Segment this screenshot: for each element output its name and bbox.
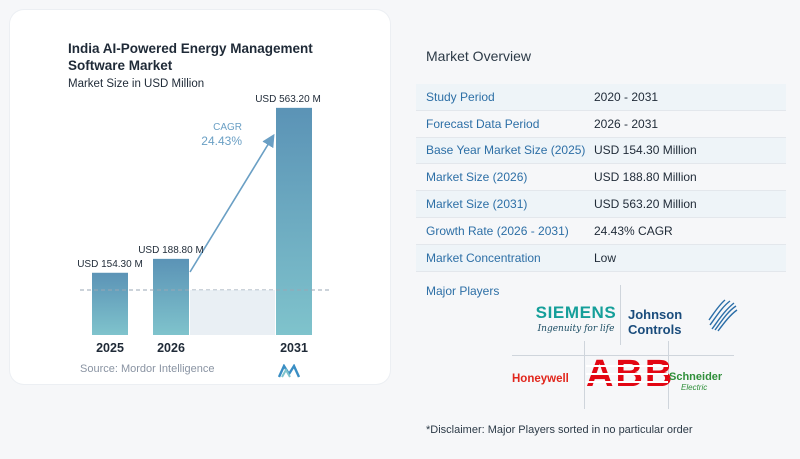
row-label: Study Period <box>426 89 495 104</box>
honeywell-logo: Honeywell <box>512 373 569 385</box>
overview-title: Market Overview <box>426 48 532 64</box>
johnson-controls-wordmark: Johnson Controls <box>628 307 682 337</box>
table-row: Base Year Market Size (2025) USD 154.30 … <box>416 137 786 165</box>
row-value: USD 188.80 Million <box>594 170 697 185</box>
x-tick-2031: 2031 <box>280 341 308 355</box>
source-note: Source: Mordor Intelligence <box>80 363 215 375</box>
table-row: Market Size (2026) USD 188.80 Million <box>416 164 786 192</box>
abb-logo: ABB <box>586 351 672 397</box>
bar-2031 <box>276 107 312 335</box>
row-label: Forecast Data Period <box>426 116 540 131</box>
row-value: USD 563.20 Million <box>594 197 697 212</box>
chart-title: India AI-Powered Energy Management Softw… <box>68 41 313 73</box>
market-overview-panel: Market Overview Study Period 2020 - 2031… <box>416 0 786 459</box>
johnson-swirl-icon <box>708 299 738 332</box>
row-value: 24.43% CAGR <box>594 223 673 238</box>
data-label-2025: USD 154.30 M <box>77 259 143 270</box>
johnson-controls-logo: Johnson Controls <box>624 297 738 337</box>
siemens-wordmark: SIEMENS <box>535 303 617 322</box>
schneider-electric-logo: Schneider Electric <box>669 371 741 392</box>
major-players-title: Major Players <box>426 284 500 298</box>
bar-2026 <box>153 258 189 335</box>
logo-divider <box>512 355 734 356</box>
schneider-wordmark: Schneider <box>669 371 723 383</box>
table-row: Study Period 2020 - 2031 <box>416 84 786 111</box>
logo-divider <box>668 341 669 409</box>
johnson-line2: Controls <box>628 322 682 337</box>
chart-subtitle: Market Size in USD Million <box>68 78 205 90</box>
table-row: Forecast Data Period 2026 - 2031 <box>416 111 786 138</box>
row-label: Market Concentration <box>426 250 541 265</box>
cagr-arrow <box>189 133 275 273</box>
johnson-line1: Johnson <box>628 307 683 322</box>
cagr-label: CAGR <box>213 122 242 133</box>
x-tick-2025: 2025 <box>96 341 124 355</box>
abb-stripes-icon <box>586 365 668 383</box>
row-value: Low <box>594 250 617 265</box>
row-label: Base Year Market Size (2025) <box>426 143 586 158</box>
row-label: Market Size (2031) <box>426 197 528 212</box>
row-label: Market Size (2026) <box>426 170 528 185</box>
row-value: 2026 - 2031 <box>594 116 659 131</box>
table-row: Market Concentration Low <box>416 244 786 272</box>
disclaimer-note: *Disclaimer: Major Players sorted in no … <box>426 424 693 436</box>
logo-divider <box>620 285 621 345</box>
logo-divider <box>584 341 585 409</box>
cagr-value: 24.43% <box>201 134 242 148</box>
row-label: Growth Rate (2026 - 2031) <box>426 223 569 238</box>
bar-chart: CAGR 24.43% USD 154.30 M 2025 USD 188.80 M… <box>77 94 330 355</box>
x-tick-2026: 2026 <box>157 341 185 355</box>
siemens-tagline: Ingenuity for life <box>537 324 615 334</box>
siemens-logo: SIEMENS Ingenuity for life <box>526 303 626 334</box>
players-logo-grid: SIEMENS Ingenuity for life Johnson Contr… <box>512 285 738 409</box>
row-value: USD 154.30 Million <box>594 143 697 158</box>
mordor-logo-icon <box>278 364 301 378</box>
bar-2025 <box>92 272 128 335</box>
baseline-band <box>190 290 275 335</box>
data-label-2031: USD 563.20 M <box>255 94 321 105</box>
data-label-2026: USD 188.80 M <box>138 245 204 256</box>
schneider-sub: Electric <box>681 383 708 392</box>
overview-table: Study Period 2020 - 2031 Forecast Data P… <box>416 84 786 272</box>
table-row: Market Size (2031) USD 563.20 Million <box>416 191 786 218</box>
table-row: Growth Rate (2026 - 2031) 24.43% CAGR <box>416 218 786 245</box>
row-value: 2020 - 2031 <box>594 89 659 104</box>
